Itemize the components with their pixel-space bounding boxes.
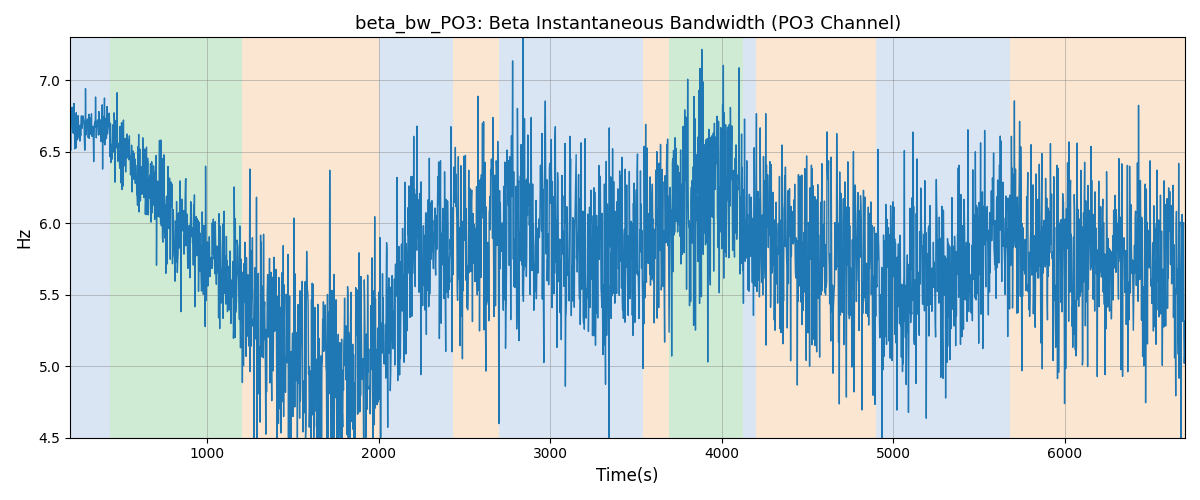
Bar xyxy=(876,38,1010,438)
Bar xyxy=(743,38,756,438)
Bar xyxy=(109,38,241,438)
Bar xyxy=(756,38,876,438)
Bar xyxy=(71,38,109,438)
Bar xyxy=(241,38,379,438)
Bar xyxy=(668,38,743,438)
Bar xyxy=(1048,38,1186,438)
Bar xyxy=(1010,38,1048,438)
Bar xyxy=(452,38,499,438)
Title: beta_bw_PO3: Beta Instantaneous Bandwidth (PO3 Channel): beta_bw_PO3: Beta Instantaneous Bandwidt… xyxy=(354,15,901,34)
Y-axis label: Hz: Hz xyxy=(16,227,34,248)
X-axis label: Time(s): Time(s) xyxy=(596,467,659,485)
Bar xyxy=(379,38,452,438)
Bar xyxy=(643,38,668,438)
Bar xyxy=(499,38,643,438)
